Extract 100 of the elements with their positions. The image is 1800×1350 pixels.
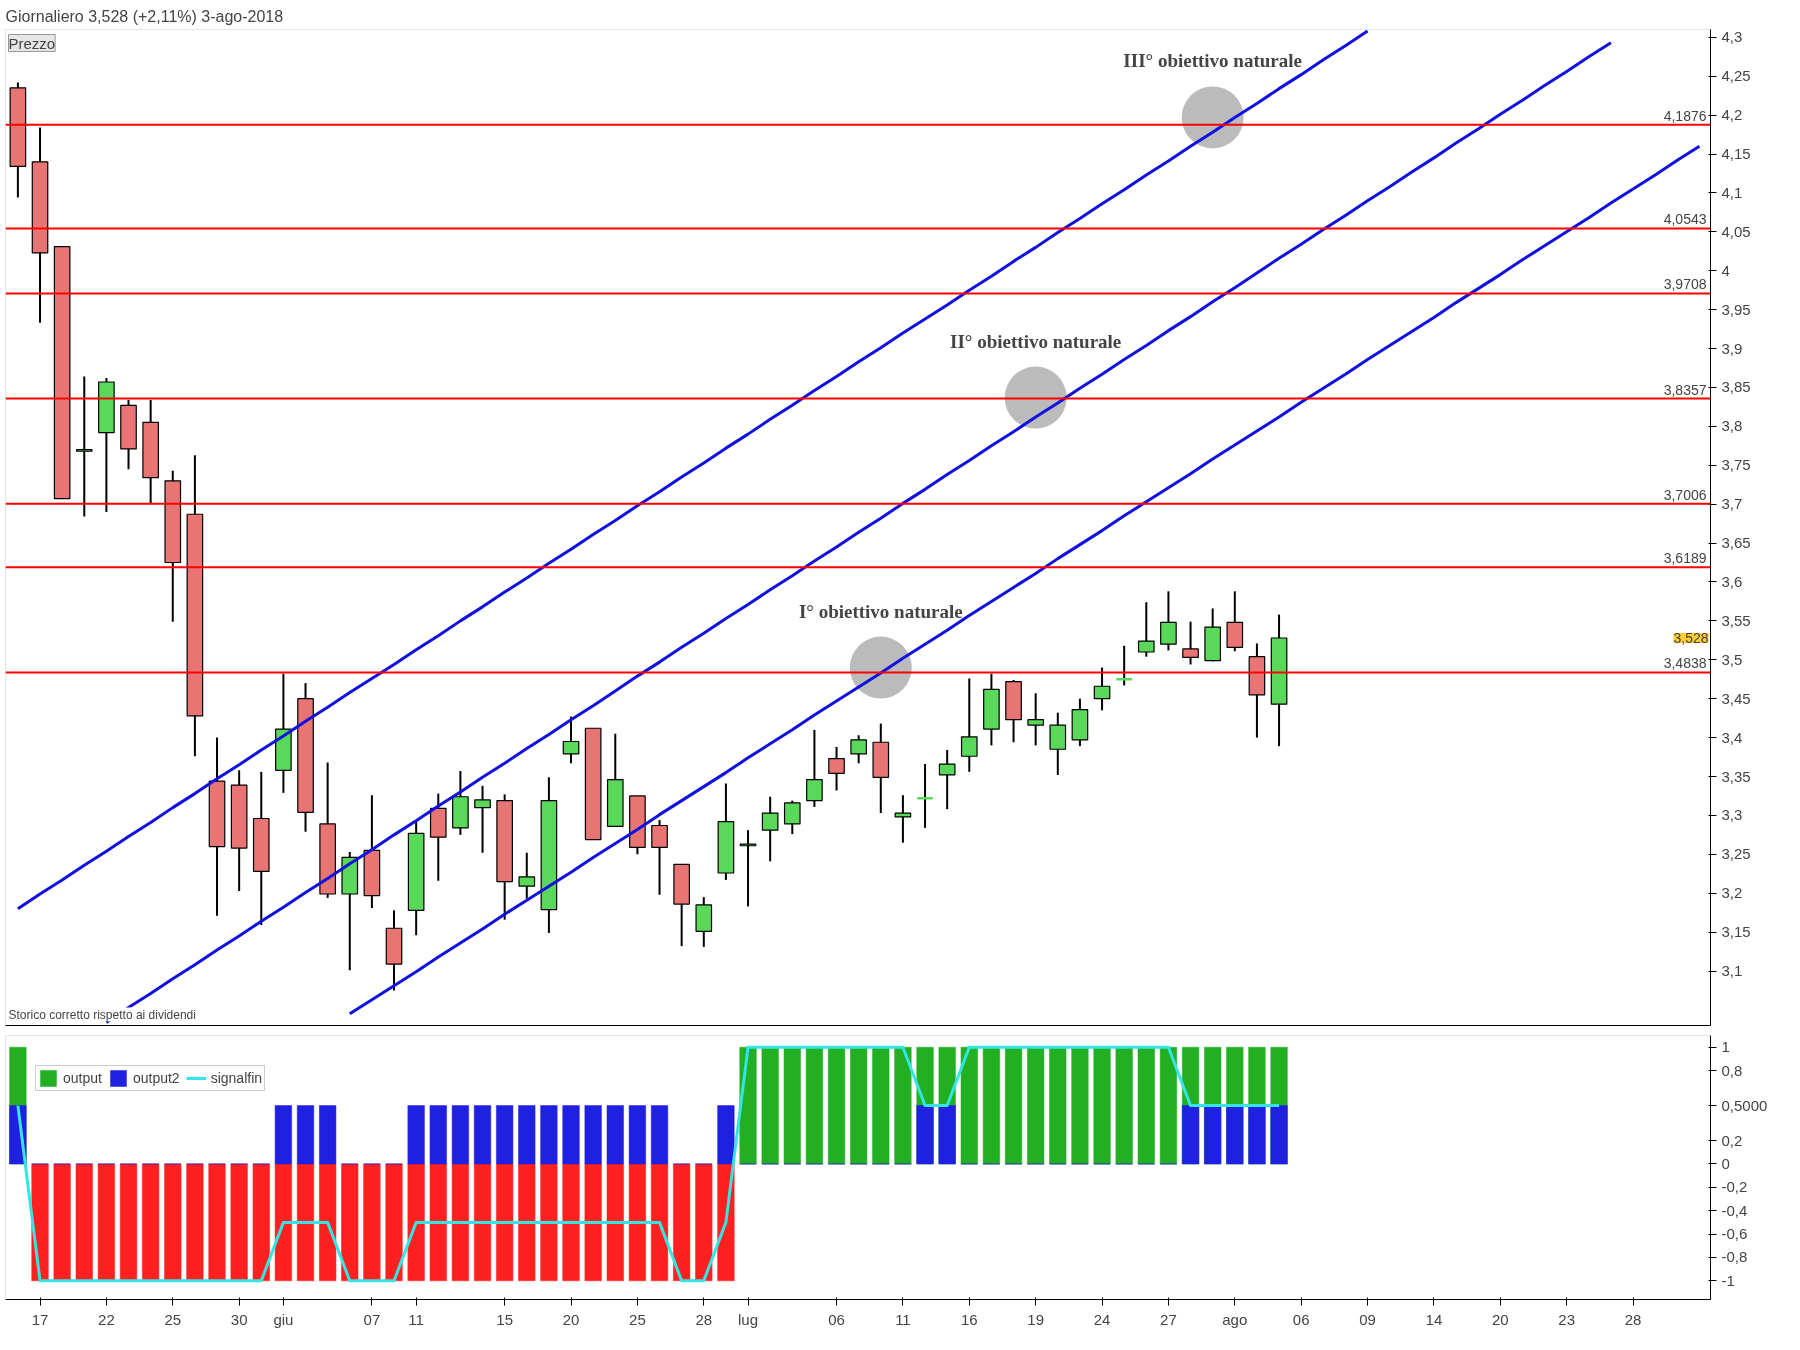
chart-title: Giornaliero 3,528 (+2,11%) 3-ago-2018 [5, 7, 284, 25]
bar [628, 1163, 646, 1282]
bar [894, 1046, 912, 1165]
legend-label: signalfin [210, 1070, 263, 1086]
bar [650, 1163, 669, 1282]
y-tick-label: 4,2 [1721, 106, 1743, 124]
bar [473, 1105, 492, 1165]
candlestick [651, 819, 668, 896]
bar [53, 1163, 71, 1282]
y-tick-label: 3,9 [1721, 339, 1743, 357]
x-tick-label: 07 [363, 1310, 381, 1328]
x-tick-label: 11 [408, 1310, 424, 1328]
x-tick-label: 17 [31, 1310, 49, 1328]
ref-line-label: 3,4838 [1663, 655, 1707, 672]
x-tick-label: 22 [98, 1310, 115, 1328]
bar [296, 1163, 315, 1282]
y-tick-label: 3,3 [1721, 806, 1743, 824]
x-tick-label: 23 [1558, 1310, 1576, 1328]
y-tick-label: -0,6 [1721, 1225, 1748, 1243]
x-tick-label: 11 [895, 1310, 911, 1328]
x-tick-label: 20 [1491, 1310, 1509, 1328]
x-tick-label: 09 [1359, 1310, 1376, 1328]
candlestick [960, 677, 978, 773]
y-tick-label: 3,2 [1721, 884, 1743, 902]
candlestick [894, 794, 912, 844]
ref-line-label: 3,7006 [1663, 486, 1707, 503]
y-tick-label: 4 [1721, 261, 1730, 279]
bar [518, 1105, 536, 1165]
candlestick [783, 799, 801, 836]
bar [584, 1105, 602, 1165]
bar [1248, 1105, 1266, 1165]
bar [850, 1046, 868, 1165]
bar [1115, 1046, 1133, 1165]
bar [341, 1163, 359, 1282]
bar [451, 1105, 469, 1165]
bar [827, 1046, 846, 1165]
y-tick-label: 0,2 [1721, 1131, 1743, 1149]
x-tick-label: ago [1222, 1310, 1248, 1328]
x-tick-label: 25 [629, 1310, 646, 1328]
bar [1093, 1046, 1111, 1165]
bar [1005, 1046, 1023, 1165]
bar [938, 1105, 956, 1165]
bar [119, 1163, 138, 1282]
bar [673, 1163, 691, 1282]
candlestick [1093, 666, 1111, 712]
x-tick-label: 15 [496, 1310, 513, 1328]
bar [982, 1046, 1000, 1165]
x-tick-label: 30 [230, 1310, 248, 1328]
candlestick [1160, 590, 1177, 652]
y-tick-label: 4,05 [1721, 222, 1751, 240]
y-tick-label: 3,5 [1721, 650, 1743, 668]
bar [319, 1163, 337, 1282]
bar [960, 1046, 978, 1165]
y-tick-label: 3,95 [1721, 300, 1751, 318]
annotation: II° obiettivo naturale [950, 330, 1122, 352]
y-tick-label: 4,15 [1721, 145, 1751, 162]
bar [606, 1105, 624, 1165]
y-tick-label: 3,35 [1721, 767, 1751, 785]
annotation: Storico corretto rispetto ai dividendi [8, 1007, 196, 1022]
bar [274, 1105, 292, 1165]
bar [562, 1163, 580, 1282]
bar [650, 1105, 669, 1165]
ref-line-label: 3,9708 [1663, 276, 1707, 293]
candlestick [916, 763, 935, 829]
bar [407, 1105, 425, 1165]
bar [1071, 1046, 1089, 1165]
x-tick-label: 16 [960, 1310, 978, 1328]
bar [429, 1163, 447, 1282]
bar [1270, 1105, 1288, 1165]
x-tick-label: 06 [1292, 1310, 1310, 1328]
y-tick-label: 4,25 [1721, 67, 1751, 85]
y-tick-label: -0,4 [1721, 1201, 1748, 1219]
bar [1182, 1105, 1200, 1165]
annotation: III° obiettivo naturale [1123, 50, 1302, 72]
bar [540, 1163, 558, 1282]
y-tick-label: 3,65 [1721, 534, 1751, 552]
bar [1226, 1105, 1244, 1165]
x-tick-label: 25 [164, 1310, 182, 1328]
bar [783, 1046, 801, 1165]
bar [230, 1163, 248, 1282]
x-tick-label: giu [273, 1310, 294, 1328]
legend-label: output [63, 1070, 102, 1086]
bar [164, 1163, 182, 1282]
y-tick-label: 1 [1721, 1038, 1730, 1056]
candlestick [828, 745, 845, 792]
bar [1049, 1046, 1067, 1165]
annotation: 3,528 [1673, 629, 1709, 646]
bar [518, 1163, 536, 1282]
y-tick-label: 0,5000 [1721, 1096, 1768, 1114]
y-tick-label: 3,6 [1721, 572, 1743, 590]
y-tick-label: 3,15 [1721, 923, 1751, 941]
legend-label: output2 [132, 1070, 180, 1086]
ref-line-label: 4,1876 [1663, 107, 1707, 124]
x-tick-label: 06 [828, 1310, 845, 1328]
y-tick-label: -0,2 [1721, 1178, 1748, 1196]
y-tick-label: 0,8 [1721, 1061, 1743, 1079]
bar [717, 1105, 735, 1165]
candlestick [75, 375, 93, 518]
y-tick-label: 0 [1721, 1155, 1730, 1172]
y-tick-label: 3,1 [1721, 962, 1743, 980]
